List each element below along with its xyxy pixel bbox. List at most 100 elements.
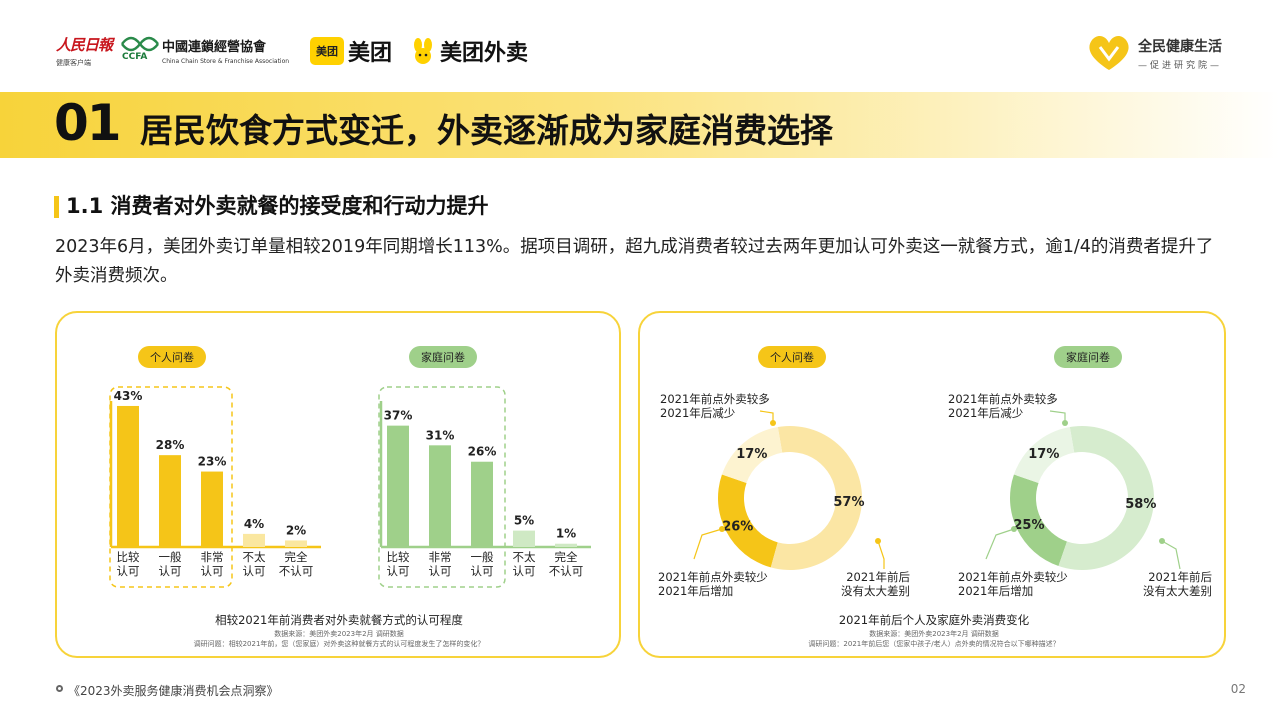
section-subtitle: 1.1 消费者对外卖就餐的接受度和行动力提升 [66,194,489,218]
footer-report-title: 《2023外卖服务健康消费机会点洞察》 [68,684,279,698]
personal-donut-badge-label: 个人问卷 [770,350,814,364]
family-bar-category: 不太认可 [513,550,536,578]
qmjk-sub: —促进研究院— [1138,60,1223,71]
family-donut-callout-dot [1011,526,1017,532]
family-donut-badge [1054,346,1122,368]
consumption-change-panel: 个人问卷 26% 57% 17% 2021年前点外卖较少 2021年后增加 2021年前后没… [638,311,1226,658]
consumption-donut-charts: 个人问卷 26% 57% 17% 2021年前点外卖较少 2021年后增加 2021年前后没… [658,346,1212,648]
personal-badge-label: 个人问卷 [150,350,194,364]
family-donut-callout-line [1161,540,1181,570]
personal-bar-value: 4% [244,517,264,531]
personal-donut-callout-line [693,528,723,560]
family-donut-callout-dot [1159,538,1165,544]
ccfa-logo: CCFA 中國連鎖經營協會 China Chain Store & Franch… [120,36,289,65]
personal-bar-category: 完全不认可 [279,550,314,578]
family-donut-callout-dot [1062,420,1068,426]
personal-donut-slice [718,474,778,568]
family-donut-badge-label: 家庭问卷 [1066,350,1110,364]
acceptance-panel: 个人问卷 43% 比较认可 28% 一般认可 23% 非常认可 4% 不太认可 2% 完全不认可 家庭… [55,311,621,658]
family-donut-slice [1058,426,1154,570]
section-number: 01 [54,94,122,152]
personal-bar-value: 2% [286,523,306,537]
family-bar-category: 非常认可 [429,550,452,578]
family-bar [429,445,451,547]
intro-paragraph: 2023年6月，美团外卖订单量相较2019年同期增长113%。据项目调研，超九成… [55,237,1214,286]
personal-donut-callout-line [759,410,774,423]
family-highlight-box [378,386,506,588]
personal-donut-slice-value: 17% [736,447,767,462]
personal-bar [243,533,265,547]
meituan-logo-text: 美团 [348,41,393,66]
personal-bar [285,540,307,547]
page-number: 02 [1230,682,1246,696]
personal-bar-value: 43% [114,389,143,403]
people-daily-logo: 人民日報 健康客户端 [56,34,113,68]
family-bar-category: 完全不认可 [549,550,584,578]
personal-donut-callout-dot [770,420,776,426]
title-bar: 01 居民饮食方式变迁，外卖逐渐成为家庭消费选择 [0,92,1280,158]
personal-bar [117,405,139,547]
personal-highlight-box [109,386,233,588]
panel2-question: 调研问题：2021年前后您（您家中孩子/老人）点外卖的情况符合以下哪种描述？ [808,639,1059,648]
personal-badge [138,346,206,368]
panel2-source: 数据来源：美团外卖2023年2月 调研数据 [869,629,999,638]
page-title: 居民饮食方式变迁，外卖逐渐成为家庭消费选择 [140,111,833,150]
family-donut-slice-label: 2021年前点外卖较少 2021年后增加 [958,570,1068,598]
personal-bar-category: 比较认可 [117,550,140,578]
personal-donut-slice-value: 26% [722,519,753,534]
meituan-waimai-logo-text: 美团外卖 [440,41,529,66]
personal-donut-callout-dot [719,526,725,532]
panel1-question: 调研问题：相较2021年前，您（您家庭）对外卖这种就餐方式的认可程度发生了怎样的… [194,639,485,648]
panel1-caption: 相较2021年前消费者对外卖就餐方式的认可程度 [215,613,463,627]
family-donut-slice-value: 25% [1013,518,1044,533]
panel2-caption: 2021年前后个人及家庭外卖消费变化 [839,613,1030,627]
family-bar [513,530,535,547]
ccfa-en-name: China Chain Store & Franchise Associatio… [162,58,290,65]
personal-donut-slice-label: 2021年前点外卖较少 2021年后增加 [658,570,768,598]
family-donut-callout-line [1049,410,1066,423]
personal-bar-category: 不太认可 [243,550,266,578]
ccfa-cn-name: 中國連鎖經營協會 [162,40,267,55]
acceptance-bar-charts: 个人问卷 43% 比较认可 28% 一般认可 23% 非常认可 4% 不太认可 2% 完全不认可 家庭… [109,346,591,648]
family-bar-value: 37% [384,409,413,423]
qmjk-logo: 全民健康生活 —促进研究院— [1086,34,1222,72]
family-donut-slice-value: 17% [1028,447,1059,462]
personal-donut-slice-value: 57% [833,495,864,510]
family-bar-value: 1% [556,527,576,541]
family-donut-slice-label: 2021年前后没有太大差别 [1143,570,1212,598]
family-badge-label: 家庭问卷 [421,350,465,364]
meituan-logo-box: 美团 [310,37,344,65]
personal-donut-callout-dot [875,538,881,544]
personal-donut-callout-line [877,540,885,569]
family-badge [409,346,477,368]
family-bar [555,543,577,547]
personal-donut-slice [770,426,862,570]
family-bar-category: 比较认可 [387,550,410,578]
ccfa-mark-icon: CCFA [120,36,160,64]
meituan-waimai-logo: 美团外卖 [410,37,529,66]
subtitle-accent-bar [54,196,59,218]
personal-donut-slice-label: 2021年前后没有太大差别 [841,570,910,598]
family-donut-slice-label: 2021年前点外卖较多 2021年后减少 [948,392,1058,420]
family-bar-value: 26% [468,445,497,459]
personal-donut-slice [721,427,783,483]
family-bar [387,425,409,547]
heart-logo-icon [1089,36,1129,70]
ccfa-abbr: CCFA [122,52,148,62]
personal-bar-value: 28% [156,438,185,452]
personal-bar [201,471,223,547]
personal-donut-badge [758,346,826,368]
family-donut-slice [1010,474,1067,567]
meituan-logo: 美团 美团 [310,37,393,66]
family-bar-value: 5% [514,514,534,528]
family-bar-category: 一般认可 [471,550,494,578]
people-daily-logo-sub: 健康客户端 [56,59,91,67]
family-donut-slice [1013,427,1075,483]
kangaroo-icon [414,38,432,64]
footer-bullet-icon [56,685,63,692]
family-bar-value: 31% [426,428,455,442]
personal-bar-category: 一般认可 [159,550,182,578]
family-donut-slice-value: 58% [1125,497,1156,512]
family-donut-callout-line [985,528,1015,560]
personal-bar-category: 非常认可 [201,550,224,578]
